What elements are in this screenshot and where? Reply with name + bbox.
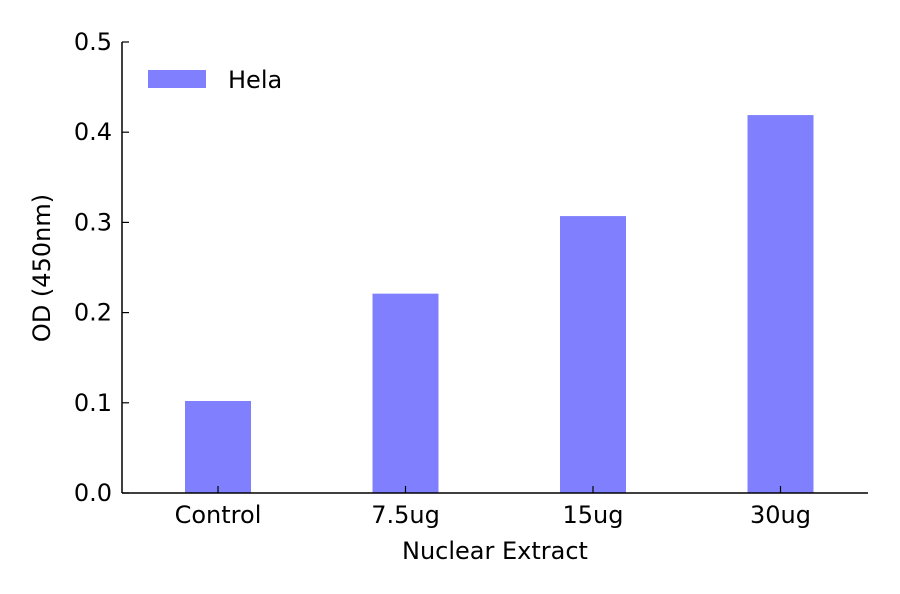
x-axis-title: Nuclear Extract <box>402 537 588 565</box>
axes <box>121 42 868 494</box>
legend-label-hela: Hela <box>228 66 282 94</box>
y-tick-label: 0.4 <box>74 118 112 146</box>
y-tick-label: 0.5 <box>74 28 112 56</box>
bar-1 <box>372 293 439 493</box>
legend-swatch-hela <box>148 70 206 88</box>
y-tick-label: 0.0 <box>74 479 112 507</box>
y-axis-title: OD (450nm) <box>28 194 56 342</box>
x-tick-label: 15ug <box>563 501 624 529</box>
bar-3 <box>747 115 814 493</box>
y-tick-label: 0.2 <box>74 299 112 327</box>
y-tick-label: 0.1 <box>74 389 112 417</box>
x-tick-label: 7.5ug <box>371 501 440 529</box>
y-ticks: 0.0 0.1 0.2 0.3 0.4 0.5 <box>74 28 129 507</box>
bars-group <box>185 115 814 493</box>
x-tick-label: Control <box>175 501 262 529</box>
y-tick-label: 0.3 <box>74 208 112 236</box>
x-tick-label: 30ug <box>750 501 811 529</box>
x-ticks: Control 7.5ug 15ug 30ug <box>175 486 811 529</box>
bar-0 <box>185 400 251 493</box>
legend: Hela <box>148 66 282 94</box>
bar-2 <box>560 216 626 493</box>
